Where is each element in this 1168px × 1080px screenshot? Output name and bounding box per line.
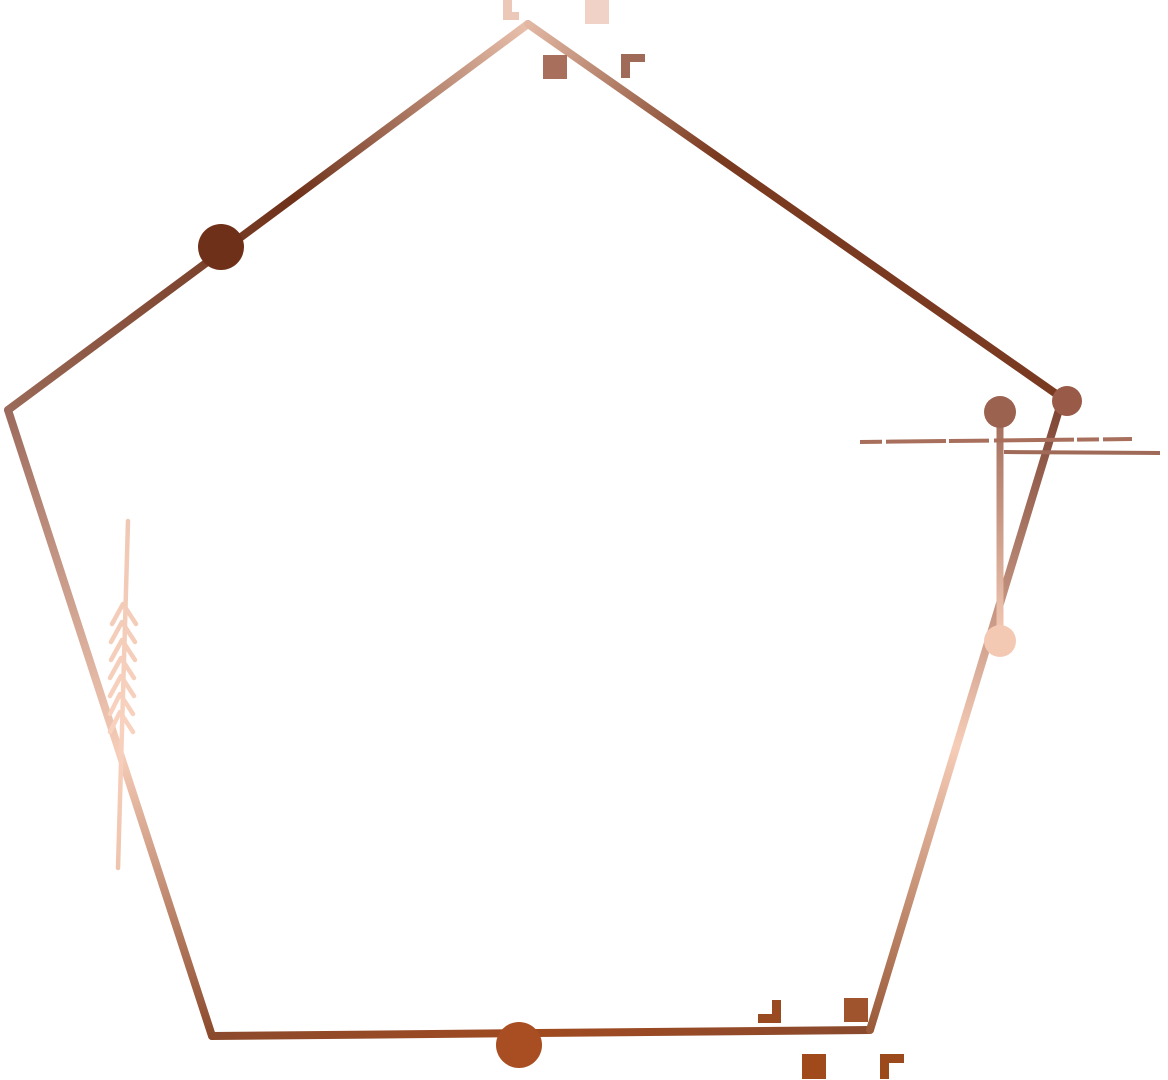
- pin-top-dot: [984, 396, 1016, 428]
- edge-bottom: [208, 1026, 874, 1040]
- dot-bottom: [496, 1022, 542, 1068]
- edge-right: [866, 396, 1066, 1034]
- edge-top-right: [524, 20, 1066, 402]
- bottom-mark-1: [758, 1000, 781, 1023]
- top-corner-marks: [503, 0, 645, 79]
- dot-top-left: [198, 224, 244, 270]
- bottom-corner-marks: [758, 998, 904, 1079]
- top-mark-1: [503, 0, 519, 20]
- crosshair-line-1: [859, 437, 1133, 444]
- bottom-mark-2: [844, 998, 868, 1022]
- top-mark-4: [621, 54, 645, 78]
- crosshair-accent: [859, 396, 1161, 657]
- bottom-mark-3: [802, 1054, 826, 1079]
- edge-dots: [198, 224, 1082, 1068]
- crosshair-line-2: [1003, 450, 1161, 455]
- pentagon-outline: [4, 20, 1066, 1040]
- arrow-fletching: [107, 601, 139, 735]
- top-mark-3: [543, 55, 567, 79]
- top-mark-2: [585, 0, 609, 24]
- edge-top-left: [4, 20, 532, 414]
- arrow-accent: [107, 518, 139, 871]
- dot-right-vertex: [1052, 386, 1082, 416]
- bottom-mark-4: [880, 1054, 904, 1079]
- pin-bottom-dot: [984, 625, 1016, 657]
- edge-left: [4, 406, 216, 1040]
